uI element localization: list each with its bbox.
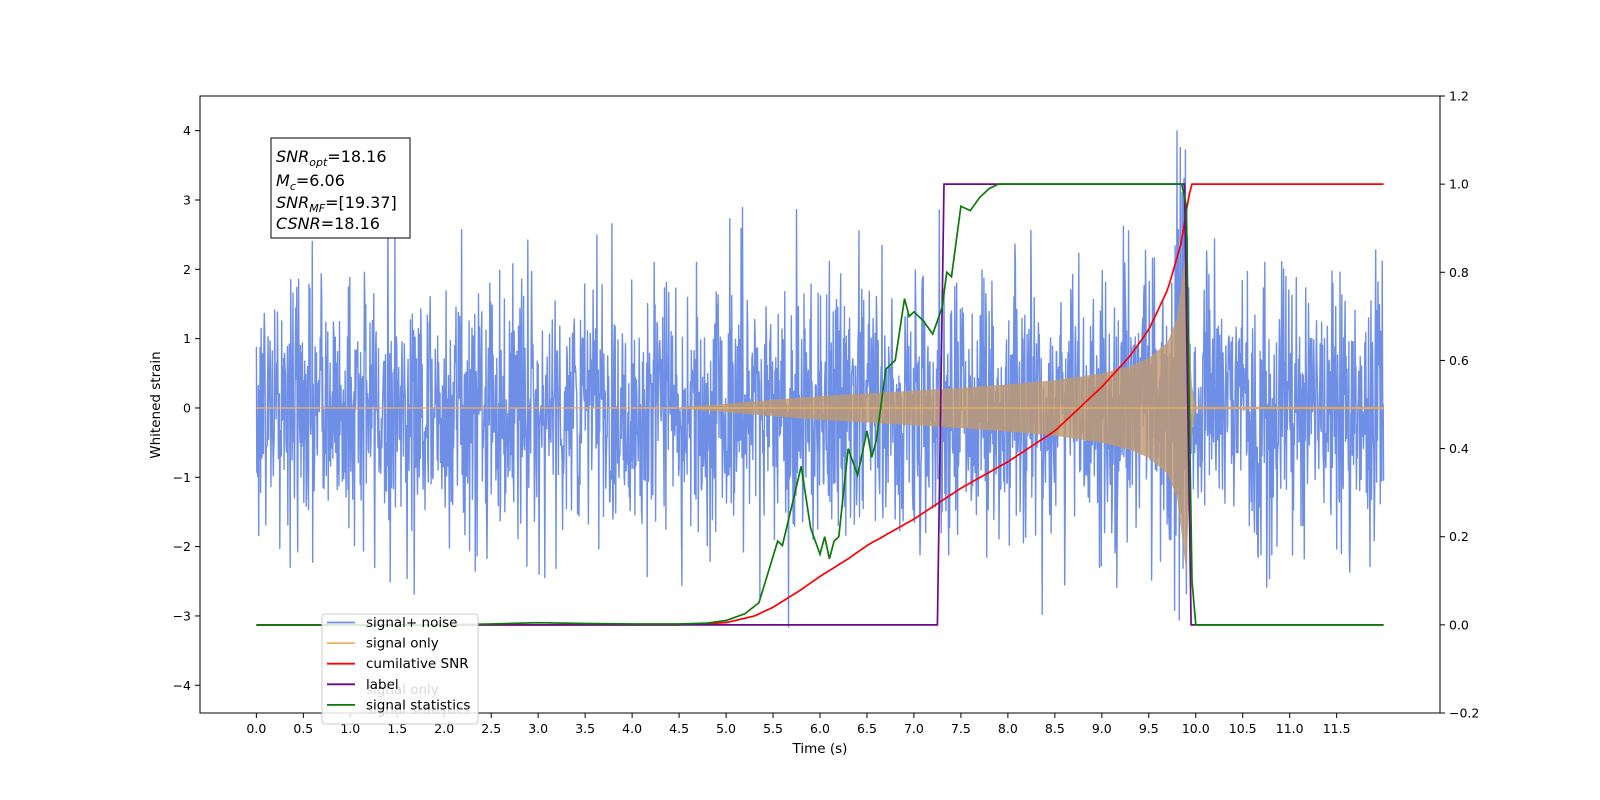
x-tick-label: 8.5 (1045, 721, 1065, 736)
x-tick-label: 3.0 (528, 721, 548, 736)
x-tick-label: 7.0 (904, 721, 924, 736)
y-tick-label-left: 4 (183, 123, 191, 138)
x-tick-label: 9.0 (1092, 721, 1112, 736)
info-csnr: CSNR=18.16 (276, 214, 380, 233)
x-tick-label: 11.5 (1323, 721, 1351, 736)
x-axis: 0.0 0.5 1.0 1.5 2.0 2.5 3.0 3.5 4.0 4.5 5.0 5.5 6.0 6… (246, 713, 1351, 736)
y-tick-label-left: 1 (183, 331, 191, 346)
y-tick-label-left: 3 (183, 192, 191, 207)
y-tick-label-left: 2 (183, 262, 191, 277)
y-tick-label-right: 0.0 (1449, 617, 1469, 632)
y-tick-label-left: 0 (183, 400, 191, 415)
x-tick-label: 10.5 (1229, 721, 1257, 736)
y-axis-label-left: Whitened strain (148, 351, 164, 458)
y-tick-label-left: −2 (173, 539, 191, 554)
legend-frame (321, 613, 479, 725)
x-tick-label: 5.0 (716, 721, 736, 736)
x-tick-label: 7.5 (951, 721, 971, 736)
x-tick-label: 2.0 (434, 721, 454, 736)
info-box-frame (270, 137, 411, 239)
legend-items: signal+ noise signal only cumilative SNR la… (327, 615, 470, 713)
x-tick-label: 2.5 (481, 721, 501, 736)
y-tick-label-right: 1.0 (1449, 177, 1469, 192)
info-mc: Mc=6.06 (276, 171, 345, 193)
y-axis-right: 1.2 1.0 0.8 0.6 0.4 0.2 0.0 −0.2 (1440, 89, 1479, 721)
legend-label: label (366, 677, 399, 693)
x-tick-label: 0.0 (246, 721, 266, 736)
legend-label: signal statistics (366, 697, 470, 713)
info-box: SNRopt=18.16 Mc=6.06 SNRMF=[19.37] CSNR=… (270, 137, 411, 239)
y-tick-label-right: 0.8 (1449, 265, 1469, 280)
x-tick-label: 6.5 (857, 721, 877, 736)
x-tick-label: 11.0 (1276, 721, 1304, 736)
y-axis-left: 4 3 2 1 0 −1 −2 −3 −4 (173, 123, 200, 693)
x-axis-label: Time (s) (792, 741, 848, 757)
x-tick-label: 1.5 (387, 721, 407, 736)
y-tick-label-left: −4 (173, 678, 191, 693)
y-tick-label-right: 0.4 (1449, 441, 1469, 456)
x-tick-label: 6.0 (810, 721, 830, 736)
x-tick-label: 8.0 (998, 721, 1018, 736)
series-signal-statistics (256, 183, 1384, 626)
y-tick-label-right: 0.2 (1449, 529, 1469, 544)
x-tick-label: 10.0 (1182, 721, 1210, 736)
x-tick-label: 3.5 (575, 721, 595, 736)
legend-hidden-text-1: signal only (366, 682, 439, 698)
x-tick-label: 9.5 (1139, 721, 1159, 736)
x-tick-label: 4.5 (669, 721, 689, 736)
info-snr-opt: SNRopt=18.16 (276, 147, 387, 169)
legend-label: cumilative SNR (366, 656, 469, 672)
x-tick-label: 5.5 (763, 721, 783, 736)
y-tick-label-right: 0.6 (1449, 353, 1469, 368)
legend: signal only signal statistics signal+ no… (321, 613, 479, 725)
y-tick-label-left: −3 (173, 608, 191, 623)
x-tick-label: 4.0 (622, 721, 642, 736)
legend-label: signal+ noise (366, 615, 457, 631)
y-tick-label-right: −0.2 (1449, 706, 1479, 721)
y-tick-label-right: 1.2 (1449, 89, 1469, 104)
info-snr-mf: SNRMF=[19.37] (276, 193, 397, 215)
x-tick-label: 0.5 (293, 721, 313, 736)
x-tick-label: 1.0 (340, 721, 360, 736)
legend-label: signal only (366, 636, 439, 652)
legend-hidden-text-2: signal statistics (366, 702, 470, 718)
y-tick-label-left: −1 (173, 470, 191, 485)
